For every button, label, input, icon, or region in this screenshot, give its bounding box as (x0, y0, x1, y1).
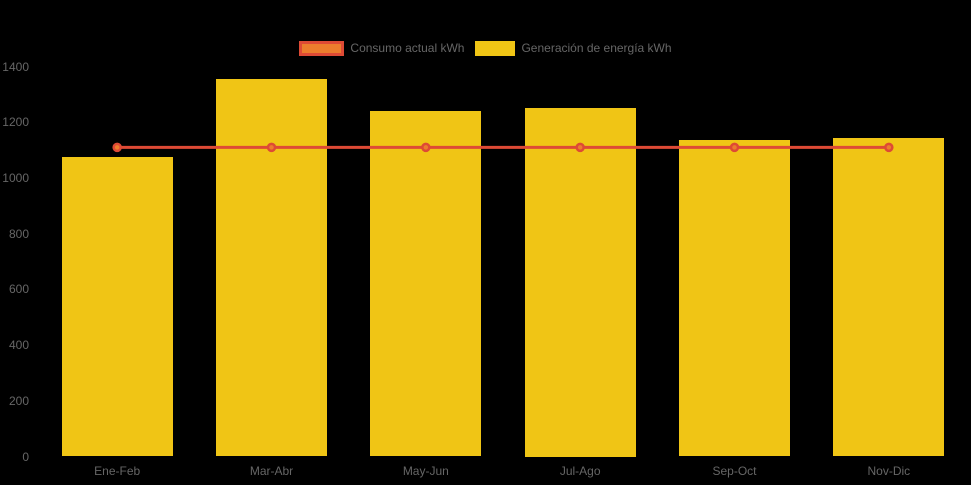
line-point-ene-feb[interactable] (112, 142, 122, 153)
x-axis-category-label: Nov-Dic (867, 464, 911, 478)
legend-label-generacion-energia: Generación de energía kWh (521, 40, 672, 55)
bar-mar-abr[interactable] (216, 79, 327, 457)
x-axis-category-label: Jul-Ago (559, 464, 601, 478)
bar-may-jun[interactable] (370, 111, 482, 457)
y-axis-tick-label: 600 (8, 282, 29, 297)
x-axis-category-label: Ene-Feb (94, 464, 141, 478)
bar-jul-ago[interactable] (524, 108, 636, 457)
line-point-may-jun[interactable] (421, 142, 431, 153)
line-point-mar-abr[interactable] (266, 142, 277, 153)
bar-ene-feb[interactable] (61, 157, 173, 457)
y-axis-tick-label: 0 (22, 449, 29, 464)
legend-label-consumo-actual: Consumo actual kWh (350, 40, 465, 55)
legend-item-consumo-actual[interactable]: Consumo actual kWh (299, 40, 465, 56)
line-point-sep-oct[interactable] (729, 142, 740, 153)
x-axis-category-label: May-Jun (402, 464, 449, 478)
y-axis-tick-label: 1200 (2, 115, 29, 130)
line-point-nov-dic[interactable] (884, 142, 894, 153)
y-axis-tick-label: 400 (8, 338, 29, 353)
x-axis-category-label: Mar-Abr (249, 464, 294, 478)
y-axis-tick-label: 1400 (2, 59, 29, 74)
legend-item-generacion-energia[interactable]: Generación de energía kWh (475, 40, 672, 56)
y-axis-tick-label: 800 (8, 226, 29, 241)
x-axis-category-label: Sep-Oct (712, 464, 757, 478)
bar-sep-oct[interactable] (679, 140, 790, 457)
bar-nov-dic[interactable] (833, 137, 945, 457)
legend-swatch-bar-icon (475, 40, 516, 56)
chart-legend: Consumo actual kWh Generación de energía… (0, 40, 971, 56)
y-axis-tick-label: 200 (8, 393, 29, 408)
legend-swatch-line-icon (299, 40, 345, 56)
line-point-jul-ago[interactable] (575, 142, 585, 153)
y-axis-tick-label: 1000 (2, 171, 29, 185)
